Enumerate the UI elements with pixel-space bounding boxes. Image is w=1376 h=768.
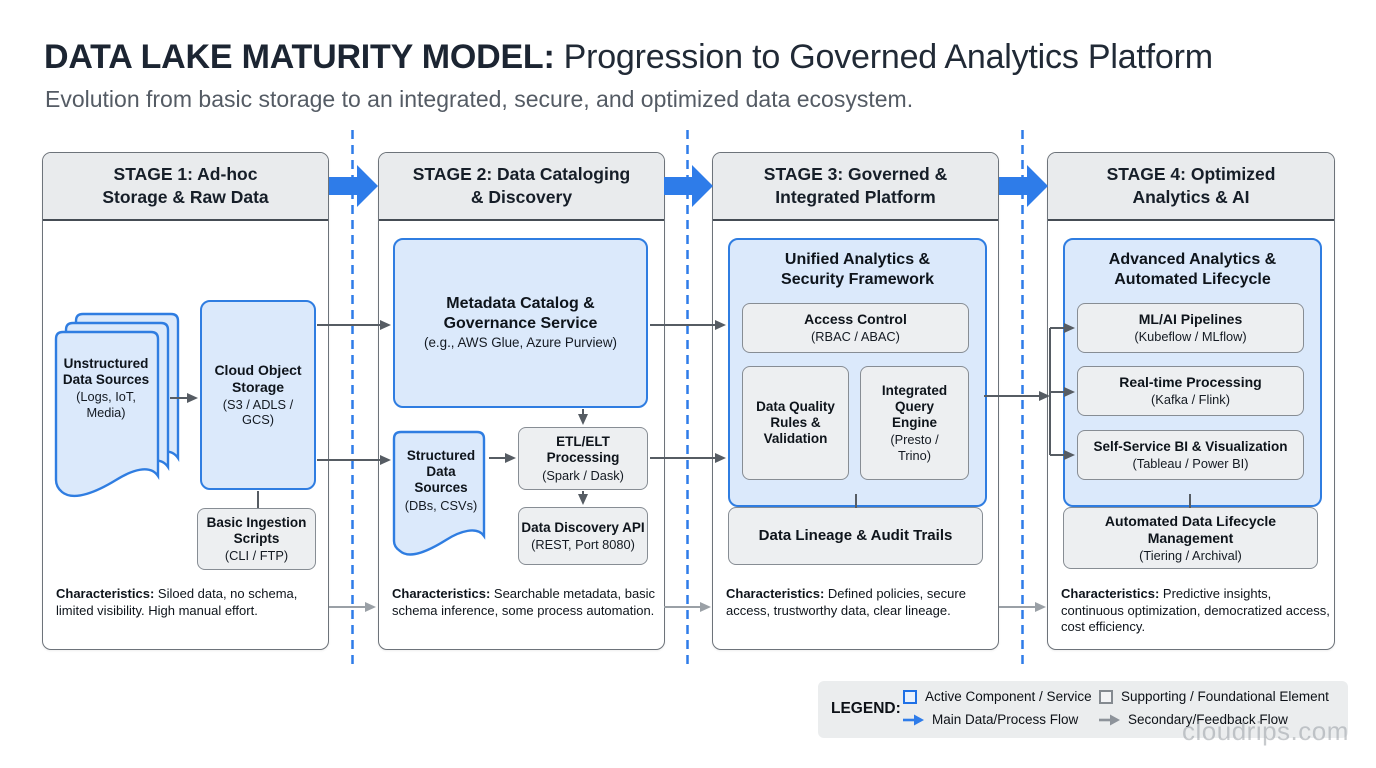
access-control-sub: (RBAC / ABAC) [811, 329, 900, 345]
query-engine-node: Integrated Query Engine (Presto / Trino) [860, 366, 969, 480]
stage1-header: STAGE 1: Ad-hoc Storage & Raw Data [43, 153, 328, 221]
legend-item-active-component: Active Component / Service [903, 689, 1092, 704]
stage2-header-line1: STAGE 2: Data Cataloging [412, 164, 631, 185]
secondary-flow-arrow-icon [1099, 714, 1120, 725]
page-title: DATA LAKE MATURITY MODEL: Progression to … [44, 38, 1213, 77]
legend: LEGEND: Active Component / Service Suppo… [818, 681, 1348, 738]
legend-item-main-flow-label: Main Data/Process Flow [932, 712, 1079, 727]
data-quality-node: Data Quality Rules & Validation [742, 366, 849, 480]
metadata-catalog-title-line1: Metadata Catalog & [446, 295, 595, 313]
stage3-characteristics-label: Characteristics: [726, 586, 825, 601]
unified-framework-title-line1: Unified Analytics & [784, 251, 931, 268]
stage4-header-line2: Analytics & AI [1132, 187, 1250, 207]
legend-label: LEGEND: [831, 700, 901, 717]
structured-data-sources-title: Structured Data Sources [406, 448, 476, 496]
data-lineage-title: Data Lineage & Audit Trails [758, 527, 953, 544]
stage2-header: STAGE 2: Data Cataloging & Discovery [379, 153, 664, 221]
advanced-framework-title-line1: Advanced Analytics & [1108, 251, 1277, 268]
stage2-characteristics-text: Searchable metadata, basic schema infere… [392, 586, 656, 618]
stage2-characteristics: Characteristics: Searchable metadata, ba… [392, 586, 658, 619]
stage2-to-stage3-main-arrow [664, 165, 713, 207]
stage1-to-stage2-main-arrow [329, 165, 378, 207]
self-service-bi-sub: (Tableau / Power BI) [1132, 455, 1249, 471]
realtime-processing-sub: (Kafka / Flink) [1151, 392, 1230, 408]
stage1-characteristics-text: Siloed data, no schema, limited visibili… [56, 586, 298, 618]
realtime-processing-title: Real-time Processing [1119, 374, 1262, 391]
stage1-characteristics: Characteristics: Siloed data, no schema,… [56, 586, 322, 619]
watermark: cloudrips.com [1182, 716, 1349, 746]
stage3-header-line2: Integrated Platform [775, 187, 936, 207]
stage4-characteristics-label: Characteristics: [1061, 586, 1160, 601]
unstructured-data-sources-stack-icon [54, 312, 180, 498]
basic-ingestion-scripts-node: Basic Ingestion Scripts (CLI / FTP) [197, 508, 316, 570]
lifecycle-management-title: Automated Data Lifecycle Management [1104, 513, 1277, 546]
stage3-characteristics: Characteristics: Defined policies, secur… [726, 586, 996, 619]
stage4-header-line1: STAGE 4: Optimized [1106, 164, 1276, 185]
legend-item-secondary-flow-label: Secondary/Feedback Flow [1128, 712, 1288, 727]
supporting-element-swatch-icon [1099, 689, 1113, 704]
basic-ingestion-scripts-title: Basic Ingestion Scripts [206, 514, 307, 546]
legend-item-main-flow: Main Data/Process Flow [903, 712, 1078, 727]
legend-item-supporting-element-label: Supporting / Foundational Element [1121, 689, 1329, 704]
structured-data-sources-doc-icon [392, 430, 486, 556]
legend-item-supporting-element: Supporting / Foundational Element [1099, 689, 1329, 704]
data-lineage-node: Data Lineage & Audit Trails [728, 507, 983, 565]
etl-elt-processing-node: ETL/ELT Processing (Spark / Dask) [518, 427, 648, 490]
structured-data-sources-sub: (DBs, CSVs) [404, 497, 478, 513]
stage2-characteristics-label: Characteristics: [392, 586, 491, 601]
ml-ai-pipelines-title: ML/AI Pipelines [1138, 311, 1243, 328]
stage2-header-line2: & Discovery [470, 187, 573, 207]
cloud-object-storage-node: Cloud Object Storage (S3 / ADLS / GCS) [200, 300, 316, 490]
structured-data-sources-node: Structured Data Sources (DBs, CSVs) [398, 448, 484, 513]
page-title-bold: DATA LAKE MATURITY MODEL: [44, 38, 555, 76]
page-title-regular: Progression to Governed Analytics Platfo… [563, 38, 1213, 76]
unified-framework-title-line2: Security Framework [781, 271, 934, 288]
etl-elt-processing-title: ETL/ELT Processing [546, 434, 620, 466]
unstructured-data-sources-title: Unstructured Data Sources [62, 356, 150, 388]
page-subtitle: Evolution from basic storage to an integ… [45, 86, 914, 112]
active-component-swatch-icon [903, 689, 917, 704]
data-quality-title: Data Quality Rules & Validation [756, 398, 835, 447]
lifecycle-management-sub: (Tiering / Archival) [1139, 547, 1242, 563]
metadata-catalog-title-line2: Governance Service [443, 315, 598, 333]
query-engine-title: Integrated Query Engine [881, 382, 948, 431]
cloud-object-storage-title: Cloud Object Storage [214, 362, 302, 396]
legend-item-secondary-flow: Secondary/Feedback Flow [1099, 712, 1288, 727]
stage3-characteristics-text: Defined policies, secure access, trustwo… [726, 586, 966, 618]
ml-ai-pipelines-sub: (Kubeflow / MLflow) [1134, 329, 1247, 345]
query-engine-sub: (Presto / Trino) [890, 432, 939, 463]
basic-ingestion-scripts-sub: (CLI / FTP) [224, 548, 289, 564]
metadata-catalog-sub: (e.g., AWS Glue, Azure Purview) [424, 335, 617, 351]
stage3-header: STAGE 3: Governed & Integrated Platform [713, 153, 998, 221]
unstructured-data-sources-sub: (Logs, IoT, Media) [76, 389, 136, 420]
metadata-catalog-node: Metadata Catalog & Governance Service (e… [393, 238, 648, 408]
data-discovery-api-sub: (REST, Port 8080) [531, 536, 635, 552]
data-discovery-api-title: Data Discovery API [521, 519, 645, 535]
data-discovery-api-node: Data Discovery API (REST, Port 8080) [518, 507, 648, 565]
stage4-characteristics-text: Predictive insights, continuous optimiza… [1061, 586, 1330, 634]
stage3-header-line1: STAGE 3: Governed & [763, 164, 948, 185]
advanced-framework-title-line2: Automated Lifecycle [1114, 271, 1271, 288]
etl-elt-processing-sub: (Spark / Dask) [542, 467, 624, 483]
realtime-processing-node: Real-time Processing (Kafka / Flink) [1077, 366, 1304, 416]
stage4-header: STAGE 4: Optimized Analytics & AI [1048, 153, 1334, 221]
stage1-header-line2: Storage & Raw Data [102, 187, 269, 207]
document-icon [392, 430, 486, 556]
access-control-title: Access Control [804, 311, 907, 328]
stage1-characteristics-label: Characteristics: [56, 586, 155, 601]
stage3-to-stage4-main-arrow [999, 165, 1048, 207]
stage1-header-line1: STAGE 1: Ad-hoc [113, 164, 258, 185]
self-service-bi-title: Self-Service BI & Visualization [1093, 438, 1288, 454]
access-control-node: Access Control (RBAC / ABAC) [742, 303, 969, 353]
lifecycle-management-node: Automated Data Lifecycle Management (Tie… [1063, 507, 1318, 569]
cloud-object-storage-sub: (S3 / ADLS / GCS) [222, 396, 294, 428]
self-service-bi-node: Self-Service BI & Visualization (Tableau… [1077, 430, 1304, 480]
document-front-icon [54, 330, 160, 498]
main-flow-arrow-icon [903, 714, 924, 725]
ml-ai-pipelines-node: ML/AI Pipelines (Kubeflow / MLflow) [1077, 303, 1304, 353]
unstructured-data-sources-node: Unstructured Data Sources (Logs, IoT, Me… [56, 356, 156, 420]
stage4-characteristics: Characteristics: Predictive insights, co… [1061, 586, 1331, 636]
legend-item-active-component-label: Active Component / Service [925, 689, 1092, 704]
